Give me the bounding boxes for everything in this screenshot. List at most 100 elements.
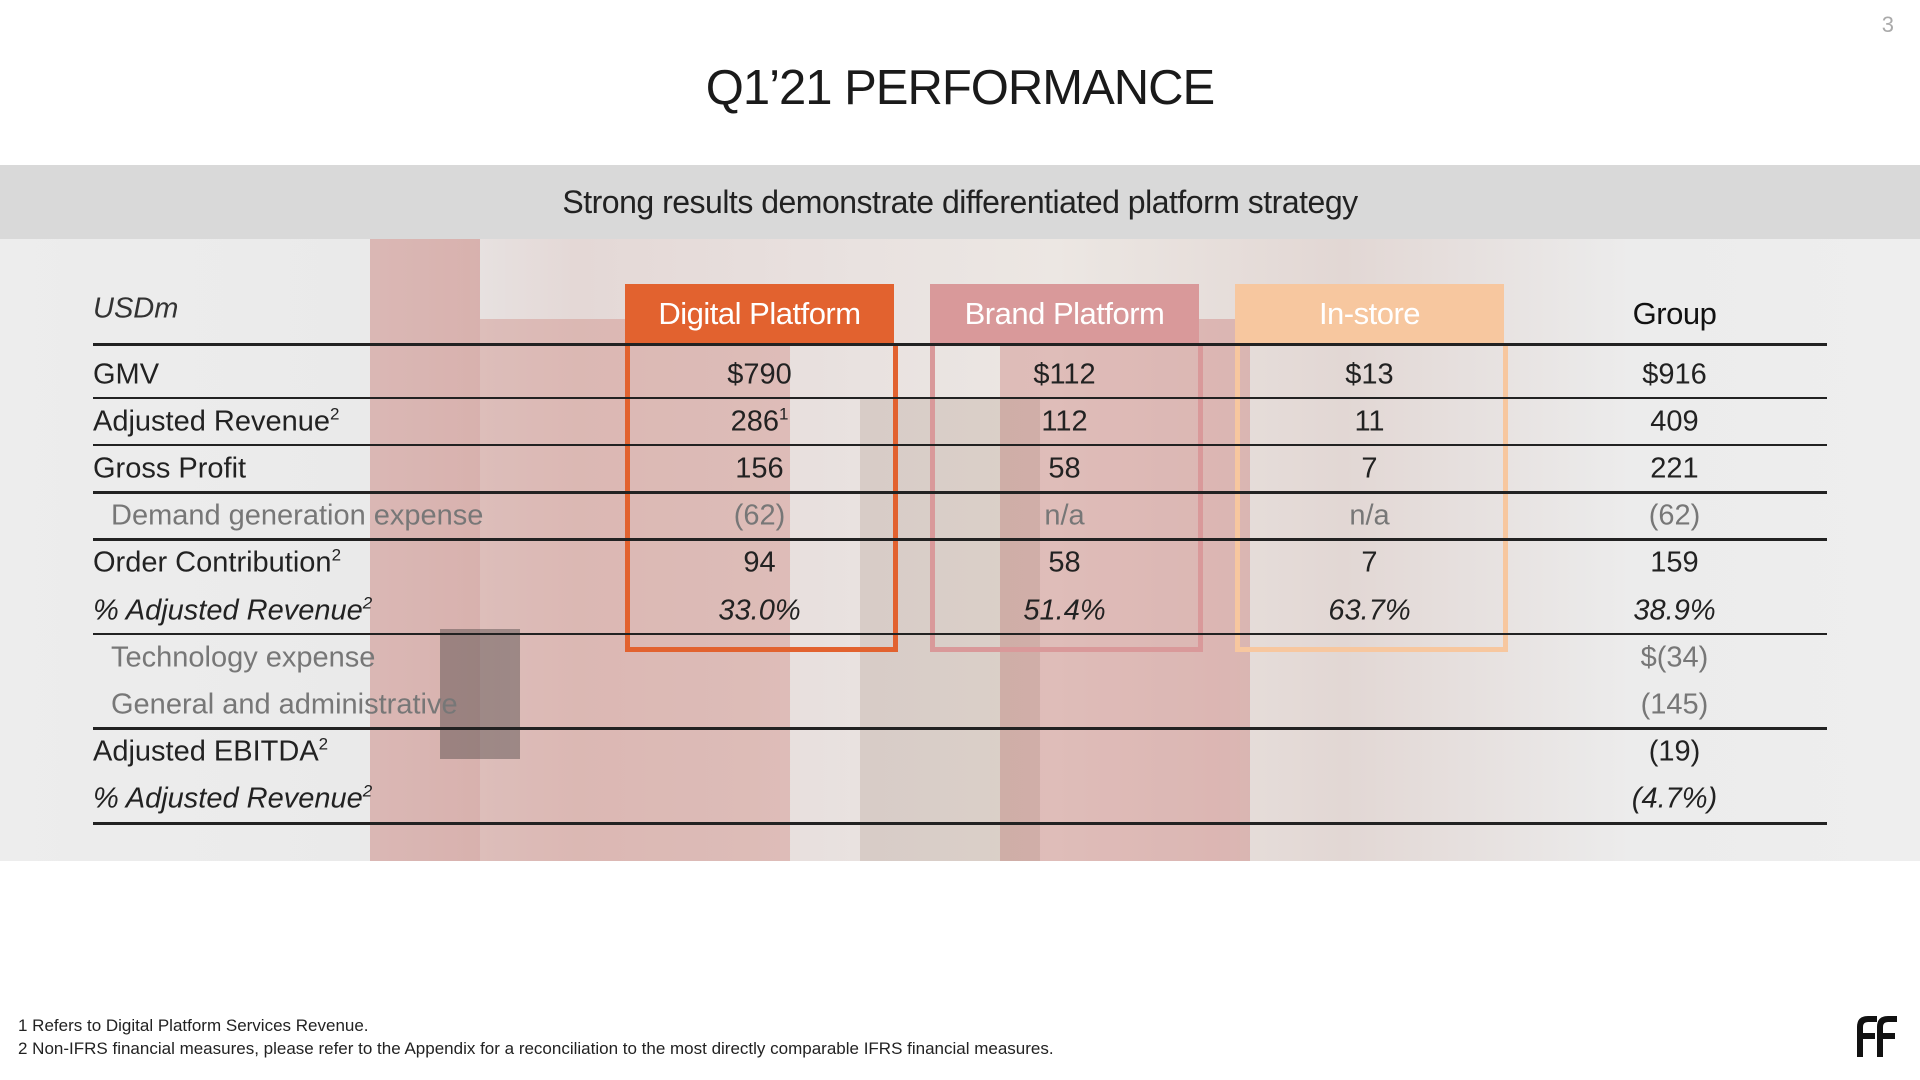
slide-title: Q1’21 PERFORMANCE bbox=[705, 61, 1216, 115]
row-label-text: % Adjusted Revenue bbox=[93, 594, 363, 627]
row-label: Order Contribution2 bbox=[93, 546, 341, 579]
superscript: 2 bbox=[330, 404, 340, 424]
cell-text: n/a bbox=[1044, 499, 1085, 532]
superscript: 2 bbox=[362, 781, 373, 801]
page-number: 3 bbox=[1881, 12, 1894, 37]
cell-text: $790 bbox=[727, 358, 792, 391]
logo-shape bbox=[1857, 1016, 1877, 1057]
table-cell: 94 bbox=[625, 546, 894, 579]
table-cell: 2861 bbox=[625, 404, 894, 438]
row-label: Technology expense bbox=[111, 643, 375, 672]
rule bbox=[93, 632, 1827, 636]
rule bbox=[93, 491, 1827, 494]
cell-text: 112 bbox=[1041, 405, 1088, 438]
table-cell: 156 bbox=[625, 452, 894, 485]
column-box bbox=[625, 343, 898, 652]
table-cell: 58 bbox=[930, 452, 1199, 485]
cell-text: 11 bbox=[1354, 405, 1385, 438]
table-cell: (19) bbox=[1540, 735, 1809, 768]
row-label: GMV bbox=[93, 360, 159, 389]
column-header: Brand Platform bbox=[930, 284, 1199, 343]
table-cell: 38.9% bbox=[1540, 596, 1809, 625]
table-cell: $(34) bbox=[1540, 643, 1809, 672]
photo-shape bbox=[370, 239, 480, 861]
rule bbox=[93, 821, 1827, 825]
photo-shape bbox=[1000, 319, 1250, 861]
table-cell: $790 bbox=[625, 360, 894, 389]
row-label: Gross Profit bbox=[93, 452, 247, 485]
row-label: Adjusted EBITDA2 bbox=[93, 734, 329, 768]
column-box bbox=[930, 343, 1203, 652]
cell-text: n/a bbox=[1349, 499, 1390, 532]
cell-text: 94 bbox=[743, 546, 776, 579]
table-cell: 51.4% bbox=[930, 596, 1199, 625]
rule bbox=[93, 396, 1827, 400]
table-cell: n/a bbox=[930, 499, 1199, 532]
row-label-text: Technology expense bbox=[111, 641, 376, 674]
rule bbox=[93, 343, 1827, 346]
table-cell: 63.7% bbox=[1235, 596, 1504, 625]
cell-text: 58 bbox=[1048, 546, 1081, 579]
subtitle-band bbox=[0, 165, 1920, 239]
row-label-text: Adjusted Revenue bbox=[93, 405, 330, 438]
row-label-text: % Adjusted Revenue bbox=[93, 782, 363, 815]
cell-text: (62) bbox=[1648, 499, 1701, 532]
superscript: 1 bbox=[778, 404, 789, 424]
logo-shape bbox=[1877, 1016, 1897, 1057]
unit-label: USDm bbox=[93, 292, 179, 325]
table-cell: n/a bbox=[1235, 499, 1504, 532]
cell-text: 7 bbox=[1361, 546, 1378, 579]
subtitle: Strong results demonstrate differentiate… bbox=[562, 184, 1358, 220]
column-header: Group bbox=[1632, 296, 1717, 331]
row-label-text: General and administrative bbox=[111, 688, 458, 721]
table-cell: (62) bbox=[1540, 499, 1809, 532]
row-label: General and administrative bbox=[111, 688, 458, 721]
row-label-text: Order Contribution bbox=[93, 546, 332, 579]
table-cell: 409 bbox=[1540, 407, 1809, 436]
cell-text: 221 bbox=[1650, 452, 1699, 485]
cell-text: 156 bbox=[735, 452, 784, 485]
table-cell: (145) bbox=[1540, 688, 1809, 721]
superscript: 2 bbox=[362, 593, 373, 613]
footnote: 2 Non-IFRS financial measures, please re… bbox=[18, 1039, 1054, 1058]
photo-shape bbox=[860, 399, 1040, 861]
cell-text: 7 bbox=[1361, 452, 1378, 485]
cell-text: 159 bbox=[1650, 546, 1699, 579]
table-cell: (4.7%) bbox=[1540, 782, 1809, 815]
column-header: Digital Platform bbox=[625, 284, 894, 343]
cell-text: 63.7% bbox=[1328, 594, 1411, 627]
table-cell: $112 bbox=[930, 360, 1199, 389]
row-label-text: Adjusted EBITDA bbox=[93, 735, 319, 768]
photo-shape bbox=[480, 319, 790, 861]
cell-text: (4.7%) bbox=[1631, 782, 1718, 815]
cell-text: $13 bbox=[1345, 358, 1394, 391]
cell-text: $(34) bbox=[1640, 641, 1709, 674]
table-cell: (62) bbox=[625, 499, 894, 532]
row-label: % Adjusted Revenue2 bbox=[93, 593, 373, 627]
logo bbox=[1857, 1016, 1897, 1057]
row-label-text: Demand generation expense bbox=[111, 499, 484, 532]
cell-text: $112 bbox=[1033, 358, 1096, 391]
row-label: Adjusted Revenue2 bbox=[93, 404, 340, 438]
superscript: 2 bbox=[318, 734, 329, 754]
cell-text: 409 bbox=[1650, 405, 1699, 438]
rule bbox=[93, 727, 1827, 730]
cell-text: (145) bbox=[1640, 688, 1709, 721]
table-cell: $916 bbox=[1540, 360, 1809, 389]
table-cell: 11 bbox=[1235, 407, 1504, 436]
cell-text: (62) bbox=[733, 499, 786, 532]
footnote: 1 Refers to Digital Platform Services Re… bbox=[18, 1016, 369, 1035]
cell-text: 286 bbox=[730, 405, 779, 438]
rule bbox=[93, 538, 1827, 541]
row-label: Demand generation expense bbox=[111, 499, 484, 532]
background-photo bbox=[0, 239, 1920, 861]
table-cell: 221 bbox=[1540, 452, 1809, 485]
table-cell: $13 bbox=[1235, 360, 1504, 389]
cell-text: $916 bbox=[1642, 358, 1707, 391]
cell-text: 51.4% bbox=[1023, 594, 1106, 627]
cell-text: 58 bbox=[1048, 452, 1081, 485]
cell-text: (19) bbox=[1648, 735, 1701, 768]
row-label-text: Gross Profit bbox=[93, 452, 247, 485]
